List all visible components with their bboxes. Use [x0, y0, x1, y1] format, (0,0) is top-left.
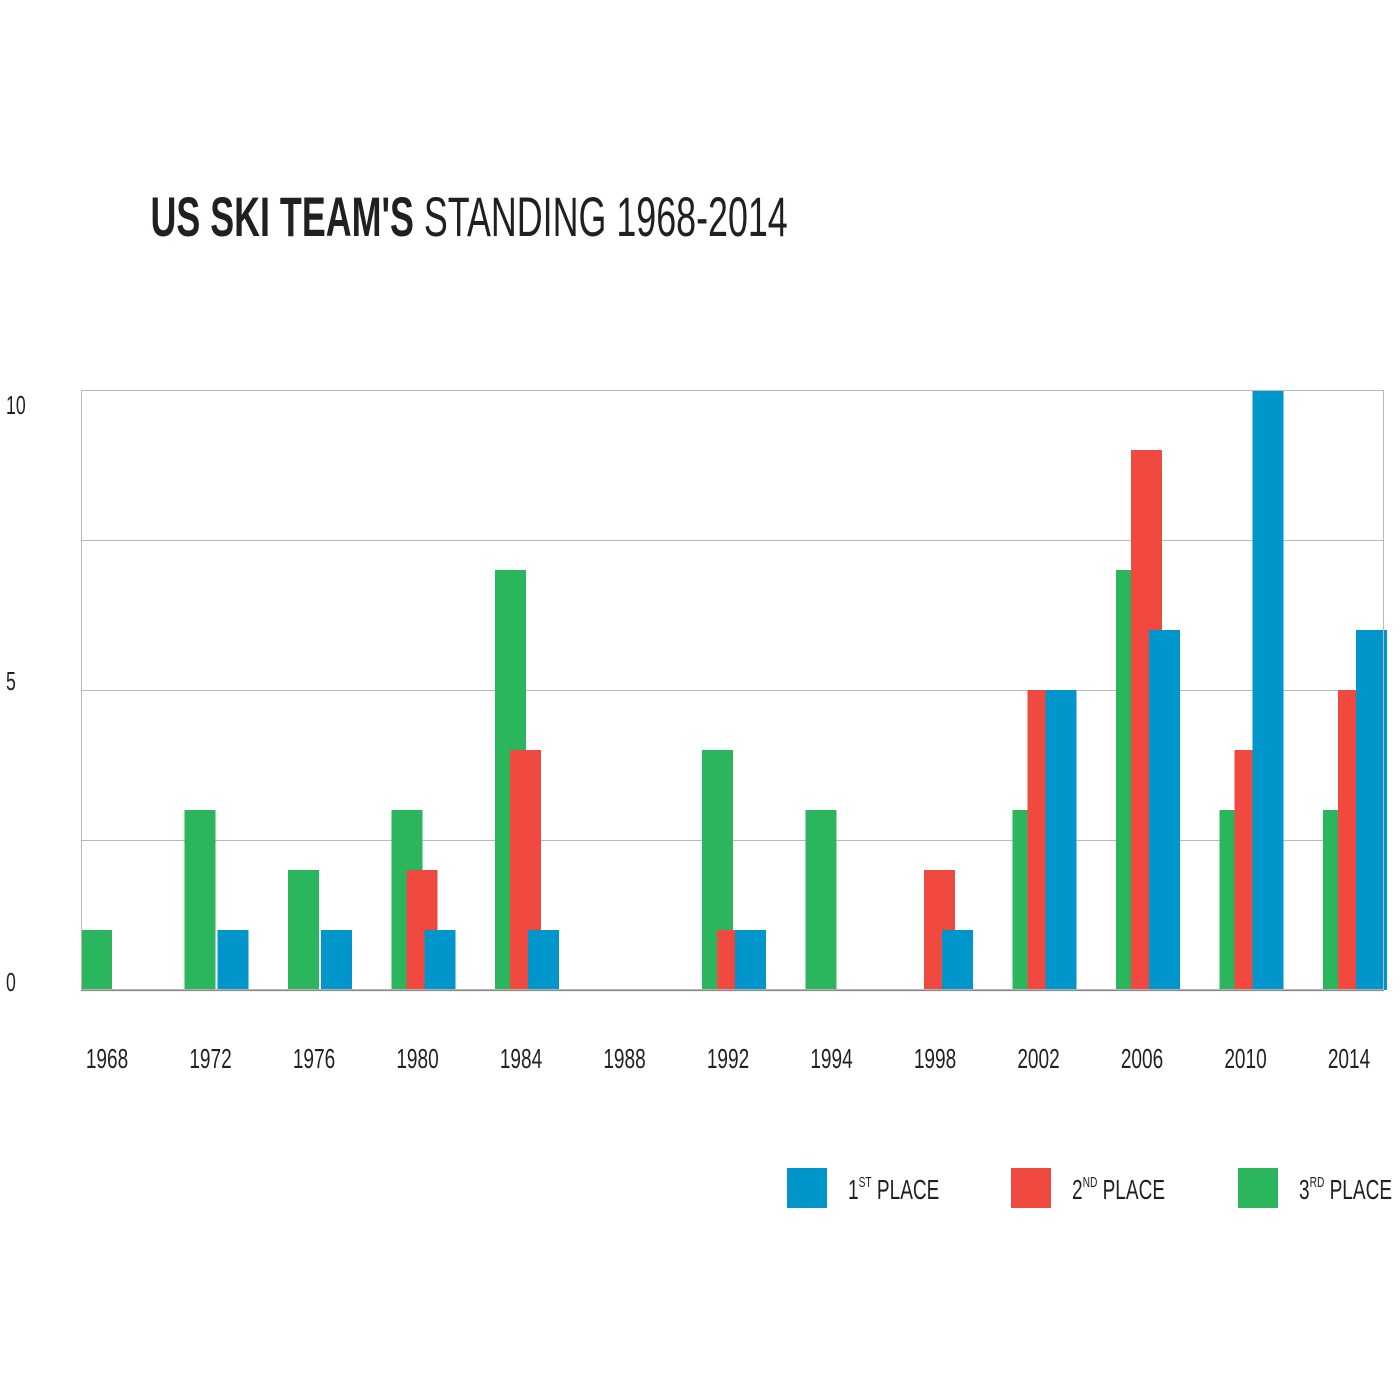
bar-first-1980: [424, 930, 456, 990]
x-tick-label-2006: 2006: [1121, 1043, 1163, 1075]
bar-third-1968: [81, 930, 112, 990]
bar-first-2006: [1149, 630, 1180, 990]
x-tick-label-1980: 1980: [396, 1043, 438, 1075]
y-tick-label-5: 5: [6, 667, 16, 696]
bars: [81, 390, 1387, 990]
bar-third-1972: [184, 810, 216, 990]
legend-swatch-1: [787, 1168, 827, 1208]
legend-swatch-3: [1238, 1168, 1278, 1208]
bar-first-1984: [528, 930, 559, 990]
bar-first-1998: [942, 930, 973, 990]
bar-first-1976: [321, 930, 352, 990]
x-tick-label-2002: 2002: [1017, 1043, 1059, 1075]
plot-frame: [81, 390, 1384, 992]
x-tick-label-1984: 1984: [500, 1043, 542, 1075]
y-axis-ticks: 0 5 10: [6, 391, 26, 997]
bar-first-2014: [1356, 630, 1387, 990]
legend-swatch-2: [1011, 1168, 1051, 1208]
plot-border: [81, 390, 1384, 990]
bar-first-1972: [217, 930, 249, 990]
y-tick-label-0: 0: [6, 968, 16, 997]
x-tick-label-1968: 1968: [86, 1043, 128, 1075]
x-tick-label-1994: 1994: [810, 1043, 852, 1075]
bar-third-1994: [805, 810, 837, 990]
chart-title-bold: US SKI TEAM'S: [150, 185, 414, 248]
bar-first-2002: [1045, 690, 1077, 990]
legend-label-3: 3RD PLACE: [1299, 1173, 1392, 1206]
y-tick-label-10: 10: [6, 391, 26, 420]
x-tick-label-1992: 1992: [707, 1043, 749, 1075]
x-tick-label-1988: 1988: [603, 1043, 645, 1075]
legend-label-1: 1ST PLACE: [848, 1173, 939, 1206]
bar-first-1992: [735, 930, 766, 990]
x-tick-label-1998: 1998: [914, 1043, 956, 1075]
bar-third-1976: [288, 870, 319, 990]
legend-label-2: 2ND PLACE: [1072, 1173, 1165, 1206]
x-tick-label-1976: 1976: [293, 1043, 335, 1075]
chart-title: US SKI TEAM'S STANDING 1968-2014: [0, 182, 938, 252]
x-tick-label-2014: 2014: [1328, 1043, 1370, 1075]
chart-title-light: STANDING 1968-2014: [423, 185, 788, 248]
legend: 1ST PLACE 2ND PLACE 3RD PLACE: [787, 1168, 1392, 1208]
x-tick-label-1972: 1972: [189, 1043, 231, 1075]
bar-first-2010: [1252, 390, 1284, 990]
x-axis-ticks: 1968 1972 1976 1980 1984 1988 1992 1994 1998 2002…: [86, 1043, 1370, 1075]
x-tick-label-2010: 2010: [1224, 1043, 1266, 1075]
